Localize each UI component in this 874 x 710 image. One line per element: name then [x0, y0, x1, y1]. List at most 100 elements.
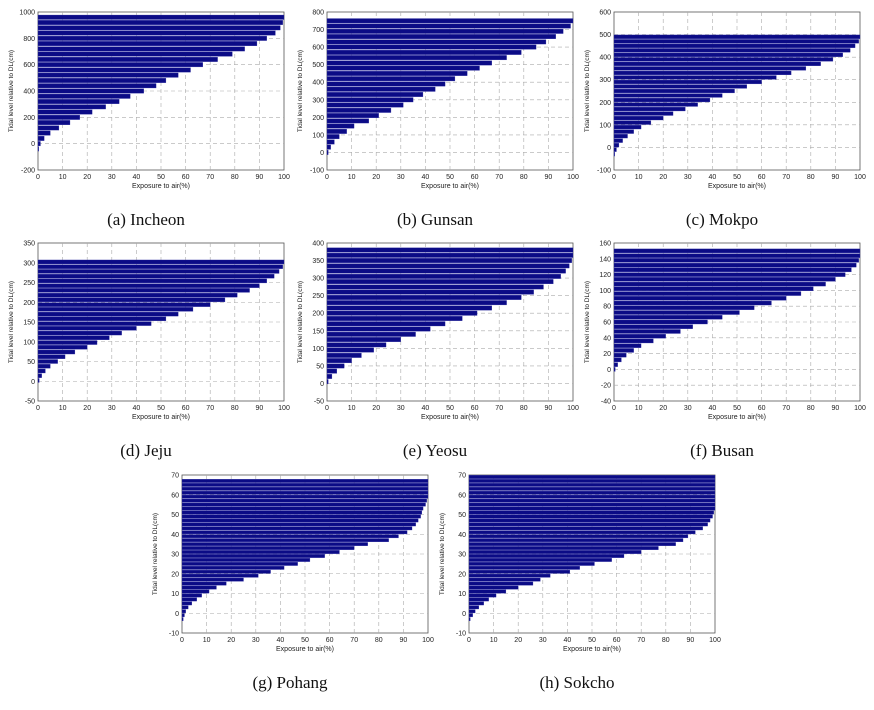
x-tick-label: 80 — [231, 405, 239, 412]
bar — [468, 569, 571, 574]
bar — [326, 71, 468, 76]
bar — [181, 530, 408, 535]
bar — [613, 106, 686, 112]
bar — [181, 534, 399, 539]
bar — [326, 150, 329, 155]
x-tick-label: 0 — [180, 637, 184, 644]
x-tick-label: 20 — [372, 174, 380, 181]
y-tick-label: 250 — [23, 280, 35, 287]
bar — [37, 354, 66, 359]
bar — [37, 141, 41, 147]
bar — [181, 562, 298, 566]
bar — [326, 268, 566, 274]
x-tick-label: 90 — [832, 405, 840, 412]
x-tick-label: 40 — [709, 405, 717, 412]
y-tick-label: 300 — [23, 260, 35, 267]
bar — [37, 321, 152, 326]
x-tick-label: 0 — [325, 174, 329, 181]
bar — [181, 514, 421, 519]
y-axis-label: Tidal level relative to DL(cm) — [297, 281, 304, 363]
bar — [326, 34, 556, 39]
x-tick-label: 70 — [782, 174, 790, 181]
x-tick-label: 30 — [108, 405, 116, 412]
y-tick-label: 30 — [171, 552, 179, 559]
bar — [468, 617, 471, 622]
bar — [613, 248, 861, 254]
bar — [613, 52, 843, 57]
bar — [326, 247, 574, 253]
bar — [468, 613, 473, 618]
bar — [613, 272, 846, 277]
bar — [468, 514, 713, 519]
bar — [468, 562, 595, 566]
bar — [37, 264, 283, 269]
x-tick-label: 80 — [520, 174, 528, 181]
x-tick-label: 60 — [471, 174, 479, 181]
y-tick-label: 100 — [23, 339, 35, 346]
bar — [326, 379, 329, 385]
bar — [613, 88, 735, 94]
y-tick-label: 20 — [603, 351, 611, 358]
bar — [37, 378, 40, 383]
bar — [326, 342, 387, 348]
bar — [613, 39, 859, 44]
x-tick-label: 80 — [807, 405, 815, 412]
bar — [181, 601, 192, 606]
bar — [613, 319, 708, 325]
bar — [326, 118, 369, 124]
bar — [37, 283, 260, 288]
x-tick-label: 20 — [83, 174, 91, 181]
bar — [613, 66, 807, 71]
bar — [613, 70, 792, 76]
bar — [37, 57, 218, 62]
y-tick-label: 0 — [31, 379, 35, 386]
x-tick-label: 50 — [733, 405, 741, 412]
x-tick-label: 90 — [256, 174, 264, 181]
bar — [613, 120, 652, 125]
y-tick-label: 60 — [458, 492, 466, 499]
y-tick-label: -10 — [169, 631, 179, 638]
bar — [37, 359, 58, 364]
caption-e: (e) Yeosu — [402, 441, 468, 460]
bar — [181, 546, 355, 550]
bar — [181, 510, 423, 515]
y-tick-label: 50 — [27, 359, 35, 366]
bar — [181, 483, 429, 487]
x-tick-label: 30 — [684, 405, 692, 412]
bar — [181, 617, 184, 622]
bar — [326, 331, 416, 337]
bar — [37, 373, 42, 378]
x-tick-label: 10 — [348, 174, 356, 181]
y-tick-label: 40 — [458, 532, 466, 539]
bar — [468, 565, 580, 570]
bar — [613, 367, 616, 372]
bar — [326, 128, 347, 134]
x-tick-label: 60 — [182, 405, 190, 412]
bar — [613, 277, 836, 282]
x-tick-label: 100 — [854, 405, 866, 412]
bar — [326, 347, 374, 353]
y-tick-label: 60 — [171, 492, 179, 499]
bar — [613, 300, 772, 306]
y-tick-label: 70 — [458, 473, 466, 480]
x-tick-label: 50 — [157, 405, 165, 412]
x-tick-label: 40 — [564, 637, 572, 644]
bar — [326, 310, 478, 316]
bar — [468, 573, 551, 578]
bar — [181, 502, 426, 507]
x-tick-label: 40 — [277, 637, 285, 644]
bar — [613, 343, 642, 348]
bar — [613, 353, 627, 358]
bar — [613, 281, 826, 287]
bar — [326, 92, 424, 97]
caption-d: (d) Jeju — [120, 441, 172, 460]
chart-f: 0 10 20 30 40 50 60 70 80 90 100 -40 -20 0 20 40 60 80 100… — [584, 241, 866, 422]
bar — [326, 102, 404, 108]
bar — [37, 14, 285, 20]
panel-e: 0 10 20 30 40 50 60 70 80 90 100 -50 0 50 100 150 200 250… — [289, 233, 581, 463]
bar — [326, 18, 574, 24]
x-tick-label: 80 — [807, 174, 815, 181]
bar — [468, 546, 659, 550]
x-tick-label: 90 — [400, 637, 408, 644]
bar — [37, 78, 167, 83]
